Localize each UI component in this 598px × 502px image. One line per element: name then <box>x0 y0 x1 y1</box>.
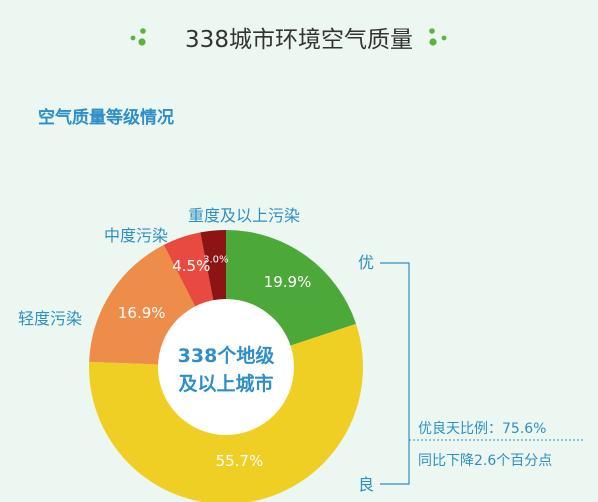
center-text-line1: 338个地级 <box>178 344 275 367</box>
section-subtitle: 空气质量等级情况 <box>38 108 174 128</box>
slice-value-label-3: 16.9% <box>118 304 166 322</box>
donut-hole <box>158 299 294 435</box>
slice-value-labels: 19.9% 55.7% 16.9% 4.5%3.0% <box>118 255 311 471</box>
category-label-4: 中度污染 <box>104 226 168 245</box>
category-labels: 轻度污染 中度污染 重度及以上污染 <box>18 206 300 328</box>
yoy-change-stat: 同比下降2.6个百分点 <box>418 453 552 469</box>
category-label-5: 重度及以上污染 <box>188 206 300 225</box>
bracket-line <box>380 262 410 485</box>
slice-value-label-4: 4.5% <box>172 257 210 275</box>
title-left-dots-icon <box>130 28 146 46</box>
page-title: 338城市环境空气质量 <box>185 27 413 53</box>
slice-value-label-1: 19.9% <box>264 273 312 291</box>
slice-value-label-5: 3.0% <box>203 255 228 266</box>
good-ratio-bracket: 优良 优良天比例：75.6% 同比下降2.6个百分点 <box>358 253 584 494</box>
bracket-bottom-label: 良 <box>358 475 374 494</box>
category-label-3: 轻度污染 <box>18 309 82 328</box>
good-ratio-stat: 优良天比例：75.6% <box>418 421 546 437</box>
center-text-line2: 及以上城市 <box>178 372 273 395</box>
slice-value-label-2: 55.7% <box>216 452 264 470</box>
title-right-dots-icon <box>429 28 447 46</box>
bracket-top-label: 优 <box>358 253 374 272</box>
